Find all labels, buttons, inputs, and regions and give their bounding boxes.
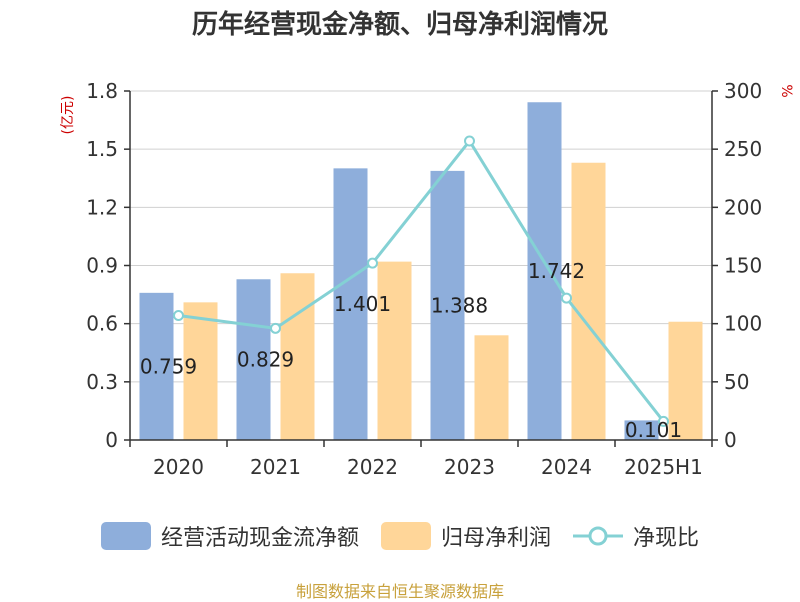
legend-swatch-operating-cashflow [100,522,151,550]
left-tick-label: 0.9 [86,254,118,278]
bar-net-profit [571,162,606,440]
legend-line-icon [573,526,623,546]
bar-operating-cashflow [527,102,562,441]
right-tick-label: 100 [724,312,762,336]
data-labels: 0.759 0.829 1.401 1.388 1.742 0.101 [140,259,682,442]
bar-net-profit [183,302,218,440]
bar-operating-cashflow [430,170,465,441]
legend-swatch-net-profit [380,522,431,550]
x-tick-label: 2022 [347,455,398,479]
x-tick-label: 2023 [444,455,495,479]
right-tick-label: 0 [724,428,737,452]
data-label-operating-cashflow: 0.101 [625,418,682,442]
x-tick-label: 2024 [541,455,592,479]
ratio-point [367,257,378,269]
data-label-operating-cashflow: 1.742 [528,259,585,283]
bar-operating-cashflow [624,420,659,440]
left-tick-label: 0.3 [86,370,118,394]
ratio-point [270,322,281,334]
right-tick-label: 300 [724,79,762,103]
bar-net-profit [280,273,315,440]
data-label-operating-cashflow: 0.759 [140,354,197,378]
legend-label-net-profit: 归母净利润 [440,526,551,551]
data-label-operating-cashflow: 1.388 [431,293,488,317]
ratio-point [658,415,669,427]
right-tick-label: 50 [724,370,749,394]
bars [139,102,703,441]
grid-lines [130,90,712,383]
axes: 0 0.3 0.6 0.9 1.2 1.5 1.8 0 50 100 150 200 250 300 202… [60,79,794,479]
data-label-operating-cashflow: 0.829 [237,348,294,372]
legend-label-cash-ratio: 净现比 [633,526,700,551]
legend-label-operating-cashflow: 经营活动现金流净额 [160,526,359,551]
left-tick-label: 1.2 [86,195,118,219]
legend-item-operating-cashflow[interactable]: 经营活动现金流净额 [100,520,359,552]
ratio-point [173,310,184,322]
ratio-polyline [178,138,665,423]
right-axis-unit: % [778,84,794,97]
bar-operating-cashflow [333,168,368,440]
bar-operating-cashflow [139,292,174,440]
left-tick-label: 1.5 [86,137,118,161]
bar-net-profit [377,261,412,440]
x-tick-label: 2020 [153,455,204,479]
source-footer: 制图数据来自恒生聚源数据库 [295,582,504,601]
bar-net-profit [668,321,703,440]
ratio-point [464,135,475,147]
x-tick-label: 2021 [250,455,301,479]
left-tick-label: 0 [105,428,118,452]
chart-title: 历年经营现金净额、归母净利润情况 [191,10,608,40]
legend-item-cash-ratio[interactable]: 净现比 [573,520,699,552]
ratio-line [173,135,669,427]
legend-item-net-profit[interactable]: 归母净利润 [380,520,551,552]
bar-net-profit [474,335,509,440]
ratio-point [561,292,572,304]
left-tick-label: 1.8 [86,79,118,103]
data-label-operating-cashflow: 1.401 [334,292,391,316]
right-tick-label: 250 [724,137,762,161]
left-axis-unit: (亿元) [60,96,76,135]
right-tick-label: 200 [724,195,762,219]
bar-operating-cashflow [236,279,271,440]
x-tick-label: 2025H1 [624,455,703,479]
left-tick-label: 0.6 [86,312,118,336]
legend: 经营活动现金流净额 归母净利润 净现比 [0,516,800,556]
right-tick-label: 150 [724,254,762,278]
